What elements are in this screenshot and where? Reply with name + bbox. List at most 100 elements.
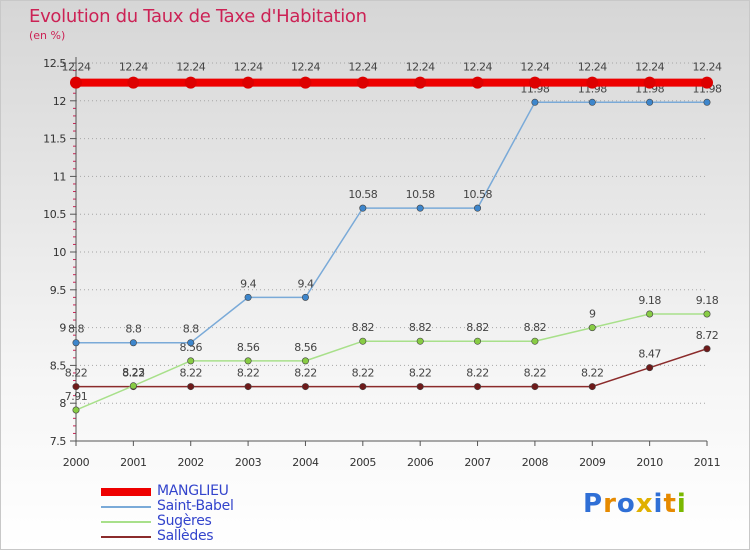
data-point — [703, 98, 711, 106]
data-point — [474, 383, 482, 391]
data-label: 8.72 — [696, 329, 719, 342]
data-point — [528, 76, 541, 89]
chart-subtitle: (en %) — [29, 29, 66, 42]
y-tick-label: 11.5 — [43, 133, 66, 146]
data-point — [129, 382, 137, 390]
data-label: 8.22 — [409, 367, 432, 380]
data-label: 12.24 — [520, 61, 549, 74]
logo-letter: t — [663, 489, 677, 519]
y-tick-label: 12 — [53, 95, 66, 108]
x-tick-label: 2006 — [407, 456, 434, 469]
legend-swatch — [101, 520, 151, 523]
data-point — [703, 345, 711, 353]
data-label: 8.22 — [524, 367, 547, 380]
y-tick-label: 8.5 — [50, 359, 67, 372]
x-tick-label: 2001 — [120, 456, 146, 469]
data-point — [127, 76, 140, 89]
logo-letter: P — [583, 489, 604, 519]
data-label: 12.24 — [119, 61, 148, 74]
data-label: 12.24 — [62, 61, 91, 74]
series-line-sug-res — [75, 313, 707, 411]
data-point — [416, 337, 424, 345]
data-label: 12.24 — [176, 61, 205, 74]
series-line-sall-des — [76, 348, 708, 388]
data-point — [531, 383, 539, 391]
data-label: 12.24 — [635, 61, 664, 74]
legend-label: Sugères — [157, 513, 212, 529]
x-tick-label: 2004 — [292, 456, 319, 469]
data-point — [72, 406, 80, 414]
data-label: 10.58 — [348, 188, 377, 201]
data-label: 8.82 — [409, 321, 432, 334]
data-label: 7.91 — [65, 390, 88, 403]
data-point — [242, 76, 255, 89]
data-label: 8.56 — [294, 341, 317, 354]
data-label: 12.24 — [463, 61, 492, 74]
legend-label: MANGLIEU — [157, 483, 229, 499]
data-point — [72, 383, 80, 391]
data-point — [588, 324, 596, 332]
data-point — [531, 337, 539, 345]
data-point — [701, 76, 713, 89]
data-label: 8.56 — [179, 341, 202, 354]
x-tick-label: 2010 — [636, 456, 663, 469]
data-label: 8.22 — [179, 367, 202, 380]
logo-letter: o — [616, 489, 636, 519]
data-label: 8.22 — [122, 367, 145, 380]
data-label: 8.82 — [524, 321, 547, 334]
data-label: 9.4 — [240, 277, 256, 290]
data-label: 9.18 — [696, 294, 719, 307]
data-label: 9 — [589, 308, 596, 321]
data-point — [474, 204, 482, 212]
legend-swatch — [101, 535, 151, 538]
data-point — [187, 357, 195, 365]
legend-item-saint-babel: Saint-Babel — [101, 499, 234, 514]
legend-item-manglieu: MANGLIEU — [101, 484, 234, 499]
x-tick-label: 2011 — [694, 456, 720, 469]
data-label: 10.58 — [406, 188, 435, 201]
data-point — [588, 98, 596, 106]
data-label: 8.8 — [183, 323, 199, 336]
data-point — [471, 76, 484, 89]
logo-letter: i — [676, 489, 687, 519]
data-point — [187, 383, 195, 391]
data-label: 8.8 — [68, 323, 84, 336]
logo-letter: r — [603, 489, 617, 519]
chart-legend: MANGLIEU Saint-Babel Sugères Sallèdes — [101, 484, 234, 544]
data-label: 12.24 — [234, 61, 263, 74]
data-point — [646, 364, 654, 372]
x-tick-label: 2007 — [464, 456, 491, 469]
data-point — [359, 204, 367, 212]
data-label: 8.56 — [237, 341, 260, 354]
y-tick-label: 7.5 — [50, 435, 67, 448]
data-point — [414, 76, 427, 89]
data-point — [184, 76, 197, 89]
y-tick-label: 8 — [59, 397, 66, 410]
data-point — [474, 337, 482, 345]
y-tick-label: 12.5 — [43, 57, 66, 70]
data-label: 8.22 — [466, 367, 489, 380]
data-label: 10.58 — [463, 188, 492, 201]
legend-label: Saint-Babel — [157, 498, 234, 514]
data-point — [646, 98, 654, 106]
data-point — [129, 339, 137, 347]
legend-swatch — [101, 487, 151, 496]
data-point — [187, 339, 195, 347]
data-label: 8.82 — [352, 321, 375, 334]
data-label: 8.23 — [122, 366, 145, 379]
data-point — [531, 98, 539, 106]
data-label: 12.24 — [348, 61, 377, 74]
data-point — [416, 204, 424, 212]
data-point — [359, 337, 367, 345]
data-point — [301, 383, 309, 391]
logo-letter: i — [653, 489, 664, 519]
data-label: 12.24 — [406, 61, 435, 74]
data-label: 12.24 — [578, 61, 607, 74]
data-label: 8.8 — [125, 323, 141, 336]
legend-swatch — [101, 505, 151, 508]
legend-label: Sallèdes — [157, 528, 214, 544]
data-point — [244, 357, 252, 365]
legend-item-sall-des: Sallèdes — [101, 529, 234, 544]
